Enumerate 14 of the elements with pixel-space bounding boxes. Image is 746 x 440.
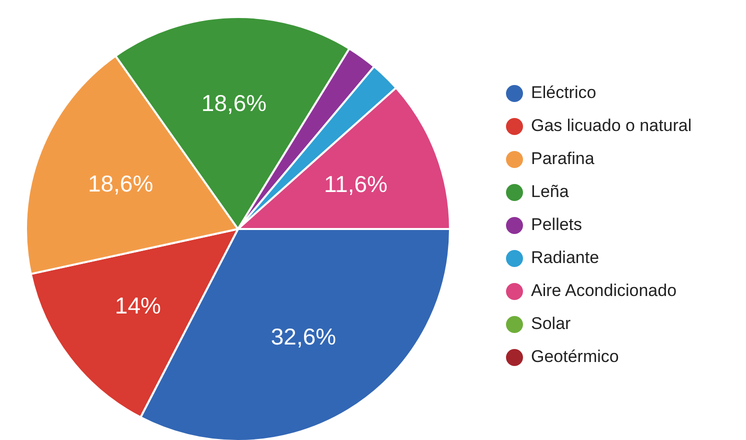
legend-label: Gas licuado o natural <box>531 116 692 134</box>
legend-label: Solar <box>531 314 571 332</box>
data-label: 32,6% <box>270 324 336 350</box>
legend-label: Aire Acondicionado <box>531 280 677 300</box>
data-label: 18,6% <box>201 90 267 116</box>
legend-label: Parafina <box>531 148 594 168</box>
legend-label: Eléctrico <box>531 82 596 102</box>
legend-label: Pellets <box>531 214 582 234</box>
legend-label: Radiante <box>531 248 600 266</box>
data-label: 11,6% <box>324 171 388 198</box>
data-label: 18,6% <box>88 170 154 196</box>
legend-label: Leña <box>531 182 569 200</box>
data-label: 14% <box>114 292 161 319</box>
legend-label: Geotérmico <box>531 346 619 366</box>
